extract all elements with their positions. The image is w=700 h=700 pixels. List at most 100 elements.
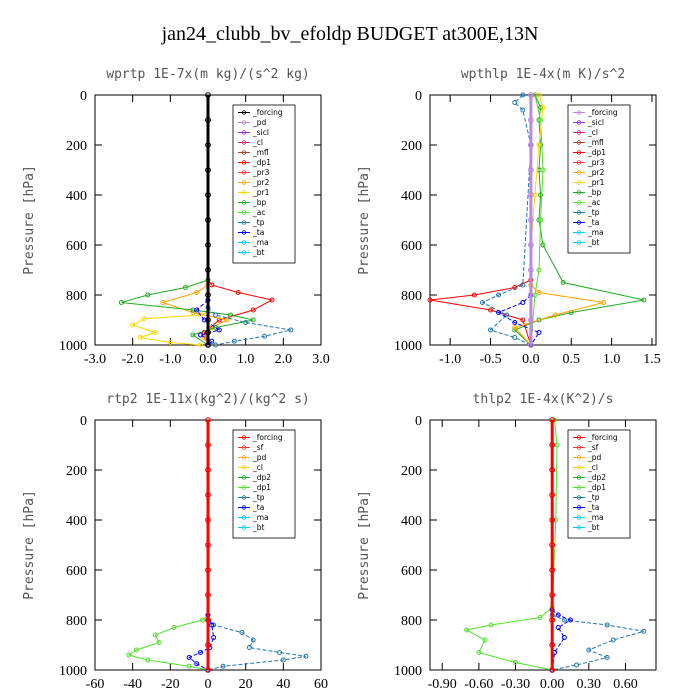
series-point — [186, 663, 192, 669]
legend: _forcing_sf_pd_cl_dp2_dp1_tp_ta_ma_bt — [232, 429, 296, 539]
legend-marker — [241, 515, 247, 520]
legend-marker — [241, 210, 247, 215]
series-point — [152, 632, 158, 638]
legend-marker — [576, 515, 582, 520]
legend-marker — [241, 120, 247, 125]
chart-panel-3: rtp2 1E-11x(kg^2)/(kg^2 s) Pressure [hPa]… — [22, 392, 328, 692]
x-tick-label: -60 — [86, 677, 105, 692]
legend-entry: _ta — [587, 218, 599, 227]
y-tick-label: 200 — [401, 139, 422, 154]
series-point — [160, 300, 166, 305]
plot-frame — [429, 94, 657, 346]
series-point — [549, 417, 556, 423]
series-point — [610, 637, 616, 643]
x-tick-label: 40 — [276, 677, 290, 692]
x-tick-label: 1.0 — [237, 352, 255, 367]
series-point — [205, 117, 211, 123]
series-point — [555, 612, 561, 618]
legend-entry: _pd — [587, 453, 602, 462]
legend-marker — [241, 455, 247, 460]
panel-title: rtp2 1E-11x(kg^2)/(kg^2 s) — [106, 392, 310, 407]
x-tick-label: -1.0 — [159, 352, 181, 367]
x-tick-label: -0.60 — [464, 677, 493, 692]
series-point — [194, 661, 200, 667]
x-tick-label: -2.0 — [122, 352, 144, 367]
legend-marker — [241, 465, 247, 470]
series-point — [488, 307, 494, 313]
x-tick-label: -20 — [161, 677, 180, 692]
series-point — [137, 335, 143, 340]
panel-title: wpthlp 1E-4x(m K)/s^2 — [461, 67, 625, 82]
series-point — [205, 342, 211, 348]
y-tick-label: 800 — [401, 289, 422, 304]
legend-entry: _sf — [587, 443, 599, 452]
series-point — [476, 650, 482, 655]
series-point — [243, 320, 249, 325]
series-point — [250, 307, 256, 313]
series-point — [205, 92, 211, 98]
legend-entry: _tp — [252, 493, 265, 502]
legend-entry: _ta — [587, 503, 599, 512]
series-point — [504, 312, 510, 318]
series-point — [549, 442, 556, 448]
legend-entry: _ma — [252, 238, 269, 247]
series-point — [197, 332, 203, 338]
series-point — [152, 330, 158, 335]
y-tick-label: 400 — [401, 514, 422, 529]
legend-marker — [576, 435, 582, 440]
series-point — [205, 142, 211, 148]
series-point — [527, 292, 534, 298]
legend-entry: _dp1 — [252, 158, 271, 167]
series-point — [549, 567, 556, 573]
legend-marker — [576, 475, 582, 480]
series-point — [171, 625, 177, 630]
legend-marker — [576, 495, 582, 500]
series-point — [471, 292, 477, 298]
series-point — [512, 325, 518, 330]
y-tick-label: 0 — [80, 89, 87, 104]
series-line-bp — [121, 279, 254, 346]
x-tick-label: 0.5 — [563, 352, 581, 367]
legend-entry: _forcing — [252, 433, 283, 442]
legend-marker — [576, 230, 582, 235]
chart-panel-1: wprtp 1E-7x(m kg)/(s^2 kg) Pressure [hPa]… — [22, 67, 330, 367]
series-point — [205, 217, 211, 223]
y-tick-label: 600 — [401, 239, 422, 254]
legend-entry: _ac — [252, 208, 265, 217]
series-point — [427, 297, 433, 303]
series-point — [527, 142, 534, 148]
series-point — [205, 542, 211, 548]
x-tick-label: 60 — [314, 677, 328, 692]
series-point — [527, 242, 534, 248]
series-point — [205, 642, 211, 648]
series-point — [231, 338, 237, 344]
legend-marker — [241, 160, 247, 165]
series-point — [527, 342, 534, 348]
legend-entry: _mfl — [252, 148, 269, 157]
y-tick-label: 600 — [66, 564, 87, 579]
series-point — [536, 290, 542, 295]
legend-entry: _sicl — [587, 118, 604, 127]
series-point — [205, 592, 211, 598]
legend-marker — [576, 140, 582, 145]
series-point — [239, 630, 245, 635]
y-tick-label: 1000 — [59, 339, 87, 354]
legend-entry: _ta — [252, 503, 264, 512]
legend-marker — [241, 505, 247, 510]
legend-marker — [241, 110, 247, 115]
series-point — [194, 307, 200, 313]
series-point — [527, 192, 534, 198]
legend-entry: _cl — [252, 463, 263, 472]
x-tick-label: 20 — [239, 677, 253, 692]
legend-marker — [576, 525, 582, 530]
x-tick-label: 0.0 — [199, 352, 217, 367]
y-axis-label: Pressure [hPa] — [357, 490, 372, 600]
x-tick-label: -0.30 — [501, 677, 530, 692]
legend-marker — [576, 160, 582, 165]
legend-entry: _bt — [587, 238, 600, 247]
y-tick-label: 600 — [401, 564, 422, 579]
legend-entry: _forcing — [587, 108, 618, 117]
series-point — [512, 100, 518, 105]
series-point — [213, 342, 219, 348]
x-tick-label: -3.0 — [84, 352, 106, 367]
